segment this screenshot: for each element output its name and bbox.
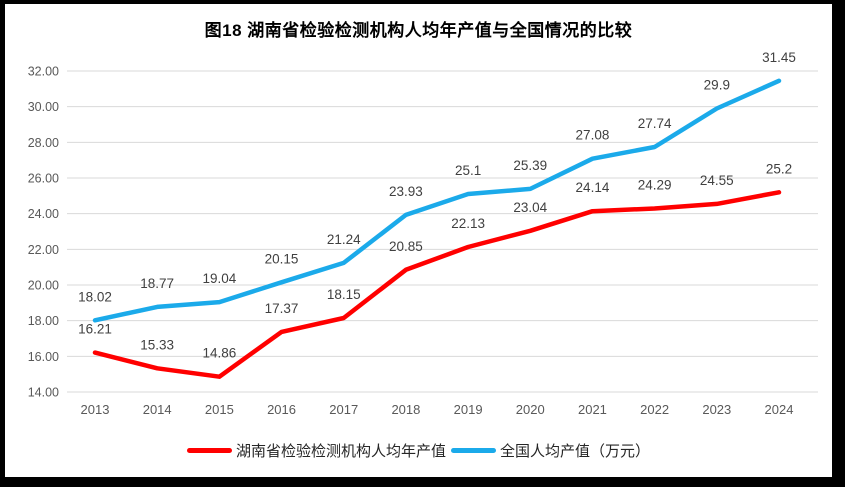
x-axis-tick-label: 2022 xyxy=(640,402,669,417)
chart-frame: 图18 湖南省检验检测机构人均年产值与全国情况的比较 14.00 16.00 18.… xyxy=(5,4,832,477)
data-label: 23.04 xyxy=(513,200,547,215)
x-axis-tick-label: 2017 xyxy=(329,402,358,417)
data-label: 17.37 xyxy=(265,301,299,316)
x-axis-tick-label: 2023 xyxy=(702,402,731,417)
data-label: 22.13 xyxy=(451,216,485,231)
series-line-hunan xyxy=(92,190,782,379)
x-axis-tick-label: 2018 xyxy=(391,402,420,417)
data-label: 15.33 xyxy=(140,337,174,352)
data-label: 18.77 xyxy=(140,276,174,291)
y-axis-tick-label: 14.00 xyxy=(28,386,59,400)
y-axis-tick-label: 16.00 xyxy=(28,350,59,364)
data-label: 21.24 xyxy=(327,232,361,247)
data-label: 24.55 xyxy=(700,173,734,188)
data-label: 25.2 xyxy=(766,161,792,176)
legend-item-hunan: 湖南省检验检测机构人均年产值 xyxy=(186,440,446,461)
x-axis-tick-label: 2019 xyxy=(454,402,483,417)
x-axis-tick-label: 2016 xyxy=(267,402,296,417)
line-chart: 14.00 16.00 18.00 20.00 22.00 24.00 26.00 28.00… xyxy=(28,50,818,417)
data-label: 24.14 xyxy=(576,180,610,195)
national-line-sample-icon xyxy=(451,447,496,453)
legend-item-national: 全国人均产值（万元） xyxy=(451,440,650,461)
data-label: 25.1 xyxy=(455,163,481,178)
x-axis-tick-label: 2013 xyxy=(81,402,110,417)
data-label: 20.15 xyxy=(265,251,299,266)
data-label: 18.02 xyxy=(78,289,112,304)
series-line-national xyxy=(92,78,782,323)
x-axis-tick-label: 2015 xyxy=(205,402,234,417)
data-label: 14.86 xyxy=(202,346,236,361)
y-axis-tick-label: 24.00 xyxy=(28,207,59,221)
x-axis-tick-label: 2021 xyxy=(578,402,607,417)
legend: 湖南省检验检测机构人均年产值 全国人均产值（万元） xyxy=(5,440,832,460)
data-label: 20.85 xyxy=(389,239,423,254)
y-axis-tick-label: 32.00 xyxy=(28,65,59,79)
y-axis-tick-label: 28.00 xyxy=(28,136,59,150)
data-label: 19.04 xyxy=(202,271,236,286)
data-label: 27.74 xyxy=(638,116,672,131)
x-axis-tick-label: 2014 xyxy=(143,402,172,417)
data-label: 29.9 xyxy=(704,77,730,92)
x-axis-tick-label: 2020 xyxy=(516,402,545,417)
chart-title: 图18 湖南省检验检测机构人均年产值与全国情况的比较 xyxy=(204,21,633,40)
data-label: 31.45 xyxy=(762,50,796,65)
legend-label-hunan: 湖南省检验检测机构人均年产值 xyxy=(235,442,446,460)
data-label: 23.93 xyxy=(389,184,423,199)
y-axis-tick-label: 20.00 xyxy=(28,279,59,293)
data-label: 25.39 xyxy=(513,158,547,173)
y-axis-tick-label: 22.00 xyxy=(28,243,59,257)
data-label: 24.29 xyxy=(638,177,672,192)
x-axis-tick-label: 2024 xyxy=(765,402,794,417)
data-label: 16.21 xyxy=(78,322,112,337)
data-label: 18.15 xyxy=(327,287,361,302)
hunan-line-sample-icon xyxy=(186,447,232,453)
y-axis-tick-label: 26.00 xyxy=(28,172,59,186)
y-axis-tick-label: 18.00 xyxy=(28,314,59,328)
legend-label-national: 全国人均产值（万元） xyxy=(500,442,651,460)
data-label: 27.08 xyxy=(576,128,610,143)
y-axis-tick-label: 30.00 xyxy=(28,100,59,114)
